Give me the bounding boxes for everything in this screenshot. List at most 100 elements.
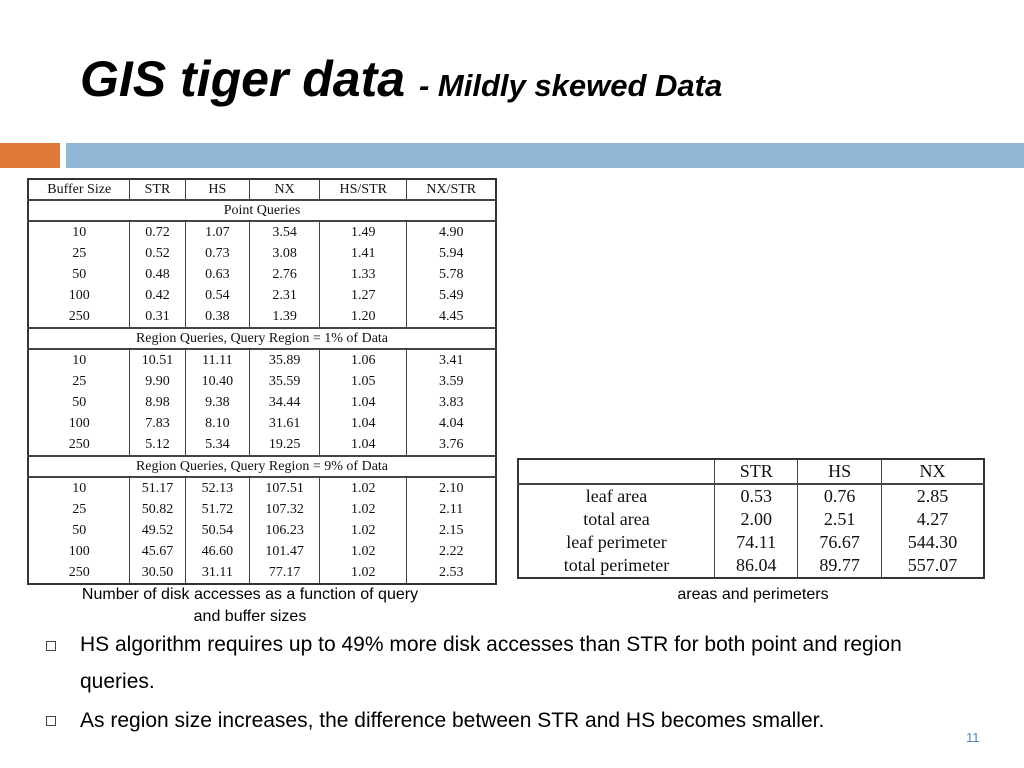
cell: 4.27 — [880, 508, 985, 531]
cell: 0.53 — [713, 484, 799, 508]
row-label: leaf area — [517, 484, 715, 508]
cell: 74.11 — [713, 531, 799, 554]
cell: 5.12 — [129, 434, 186, 456]
cell: 0.52 — [129, 243, 186, 264]
cell: 2.10 — [406, 477, 497, 499]
cell: 0.38 — [184, 306, 251, 328]
column-header: Buffer Size — [27, 179, 131, 201]
cell: 544.30 — [880, 531, 985, 554]
cell: 1.33 — [319, 264, 408, 285]
cell: 107.51 — [249, 477, 321, 499]
cell: 1.07 — [184, 221, 251, 243]
cell: 250 — [27, 562, 131, 584]
cell: 250 — [27, 306, 131, 328]
data-row: 100 45.67 46.60 101.47 1.02 2.22 — [27, 541, 497, 562]
cell: 2.85 — [880, 484, 985, 508]
cell: 0.72 — [129, 221, 186, 243]
cell: 0.31 — [129, 306, 186, 328]
row-label: total area — [517, 508, 715, 531]
data-row: leaf area 0.53 0.76 2.85 — [517, 484, 985, 508]
cell: 3.83 — [406, 392, 497, 413]
cell: 8.10 — [184, 413, 251, 434]
cell: 0.73 — [184, 243, 251, 264]
cell: 557.07 — [880, 554, 985, 578]
column-header: HS — [184, 179, 251, 201]
cell: 4.45 — [406, 306, 497, 328]
row-label: total perimeter — [517, 554, 715, 578]
cell: 10.40 — [184, 371, 251, 392]
cell: 76.67 — [797, 531, 882, 554]
cell: 1.02 — [319, 520, 408, 541]
cell: 10 — [27, 349, 131, 371]
cell: 77.17 — [249, 562, 321, 584]
cell: 4.90 — [406, 221, 497, 243]
subtitle: - Mildly skewed Data — [418, 68, 723, 103]
cell: 100 — [27, 285, 131, 306]
cell: 250 — [27, 434, 131, 456]
data-row: 25 0.52 0.73 3.08 1.41 5.94 — [27, 243, 497, 264]
cell: 5.78 — [406, 264, 497, 285]
header-row: STR HS NX — [517, 459, 985, 485]
cell: 30.50 — [129, 562, 186, 584]
cell: 2.31 — [249, 285, 321, 306]
data-row: 25 50.82 51.72 107.32 1.02 2.11 — [27, 499, 497, 520]
cell: 86.04 — [713, 554, 799, 578]
data-row: 50 0.48 0.63 2.76 1.33 5.78 — [27, 264, 497, 285]
column-header: STR — [713, 459, 799, 485]
cell: 50 — [27, 520, 131, 541]
cell: 3.76 — [406, 434, 497, 456]
cell: 51.72 — [184, 499, 251, 520]
cell: 2.00 — [713, 508, 799, 531]
cell: 1.04 — [319, 434, 408, 456]
cell: 3.41 — [406, 349, 497, 371]
disk-access-table: Buffer Size STR HS NX HS/STR NX/STR Point Quer… — [27, 178, 497, 585]
cell: 10.51 — [129, 349, 186, 371]
cell: 34.44 — [249, 392, 321, 413]
section-label: Region Queries, Query Region = 1% of Dat… — [27, 327, 497, 350]
cell: 1.20 — [319, 306, 408, 328]
cell: 46.60 — [184, 541, 251, 562]
cell: 89.77 — [797, 554, 882, 578]
cell: 100 — [27, 413, 131, 434]
cell: 106.23 — [249, 520, 321, 541]
data-row: total perimeter 86.04 89.77 557.07 — [517, 554, 985, 578]
data-row: 10 10.51 11.11 35.89 1.06 3.41 — [27, 349, 497, 371]
cell: 107.32 — [249, 499, 321, 520]
cell: 25 — [27, 499, 131, 520]
data-row: 10 0.72 1.07 3.54 1.49 4.90 — [27, 221, 497, 243]
data-row: 10 51.17 52.13 107.51 1.02 2.10 — [27, 477, 497, 499]
cell: 101.47 — [249, 541, 321, 562]
cell: 1.02 — [319, 477, 408, 499]
column-header: NX — [249, 179, 321, 201]
cell: 1.02 — [319, 541, 408, 562]
cell: 2.51 — [797, 508, 882, 531]
cell: 31.11 — [184, 562, 251, 584]
cell: 35.89 — [249, 349, 321, 371]
cell: 10 — [27, 221, 131, 243]
data-row: leaf perimeter 74.11 76.67 544.30 — [517, 531, 985, 554]
accent-bar — [0, 143, 60, 168]
section-row: Region Queries, Query Region = 9% of Dat… — [27, 455, 497, 478]
cell: 50 — [27, 392, 131, 413]
data-row: 25 9.90 10.40 35.59 1.05 3.59 — [27, 371, 497, 392]
caption: areas and perimeters — [677, 586, 829, 603]
cell: 5.94 — [406, 243, 497, 264]
cell: 1.27 — [319, 285, 408, 306]
cell: 5.49 — [406, 285, 497, 306]
cell: 49.52 — [129, 520, 186, 541]
area-table: STR HS NX leaf area 0.53 0.76 2.85 total area 2.… — [517, 458, 985, 579]
data-row: 100 7.83 8.10 31.61 1.04 4.04 — [27, 413, 497, 434]
column-header: STR — [129, 179, 186, 201]
bullet-text: As region size increases, the difference… — [80, 709, 825, 732]
cell: 8.98 — [129, 392, 186, 413]
title: GIS tiger data — [80, 51, 406, 107]
section-row: Region Queries, Query Region = 1% of Dat… — [27, 327, 497, 350]
title-block: GIS tiger data - Mildly skewed Data — [80, 50, 722, 108]
data-row: 50 8.98 9.38 34.44 1.04 3.83 — [27, 392, 497, 413]
cell: 2.15 — [406, 520, 497, 541]
bullet-text: HS algorithm requires up to 49% more dis… — [80, 633, 902, 693]
cell: 1.41 — [319, 243, 408, 264]
cell: 1.49 — [319, 221, 408, 243]
cell: 52.13 — [184, 477, 251, 499]
